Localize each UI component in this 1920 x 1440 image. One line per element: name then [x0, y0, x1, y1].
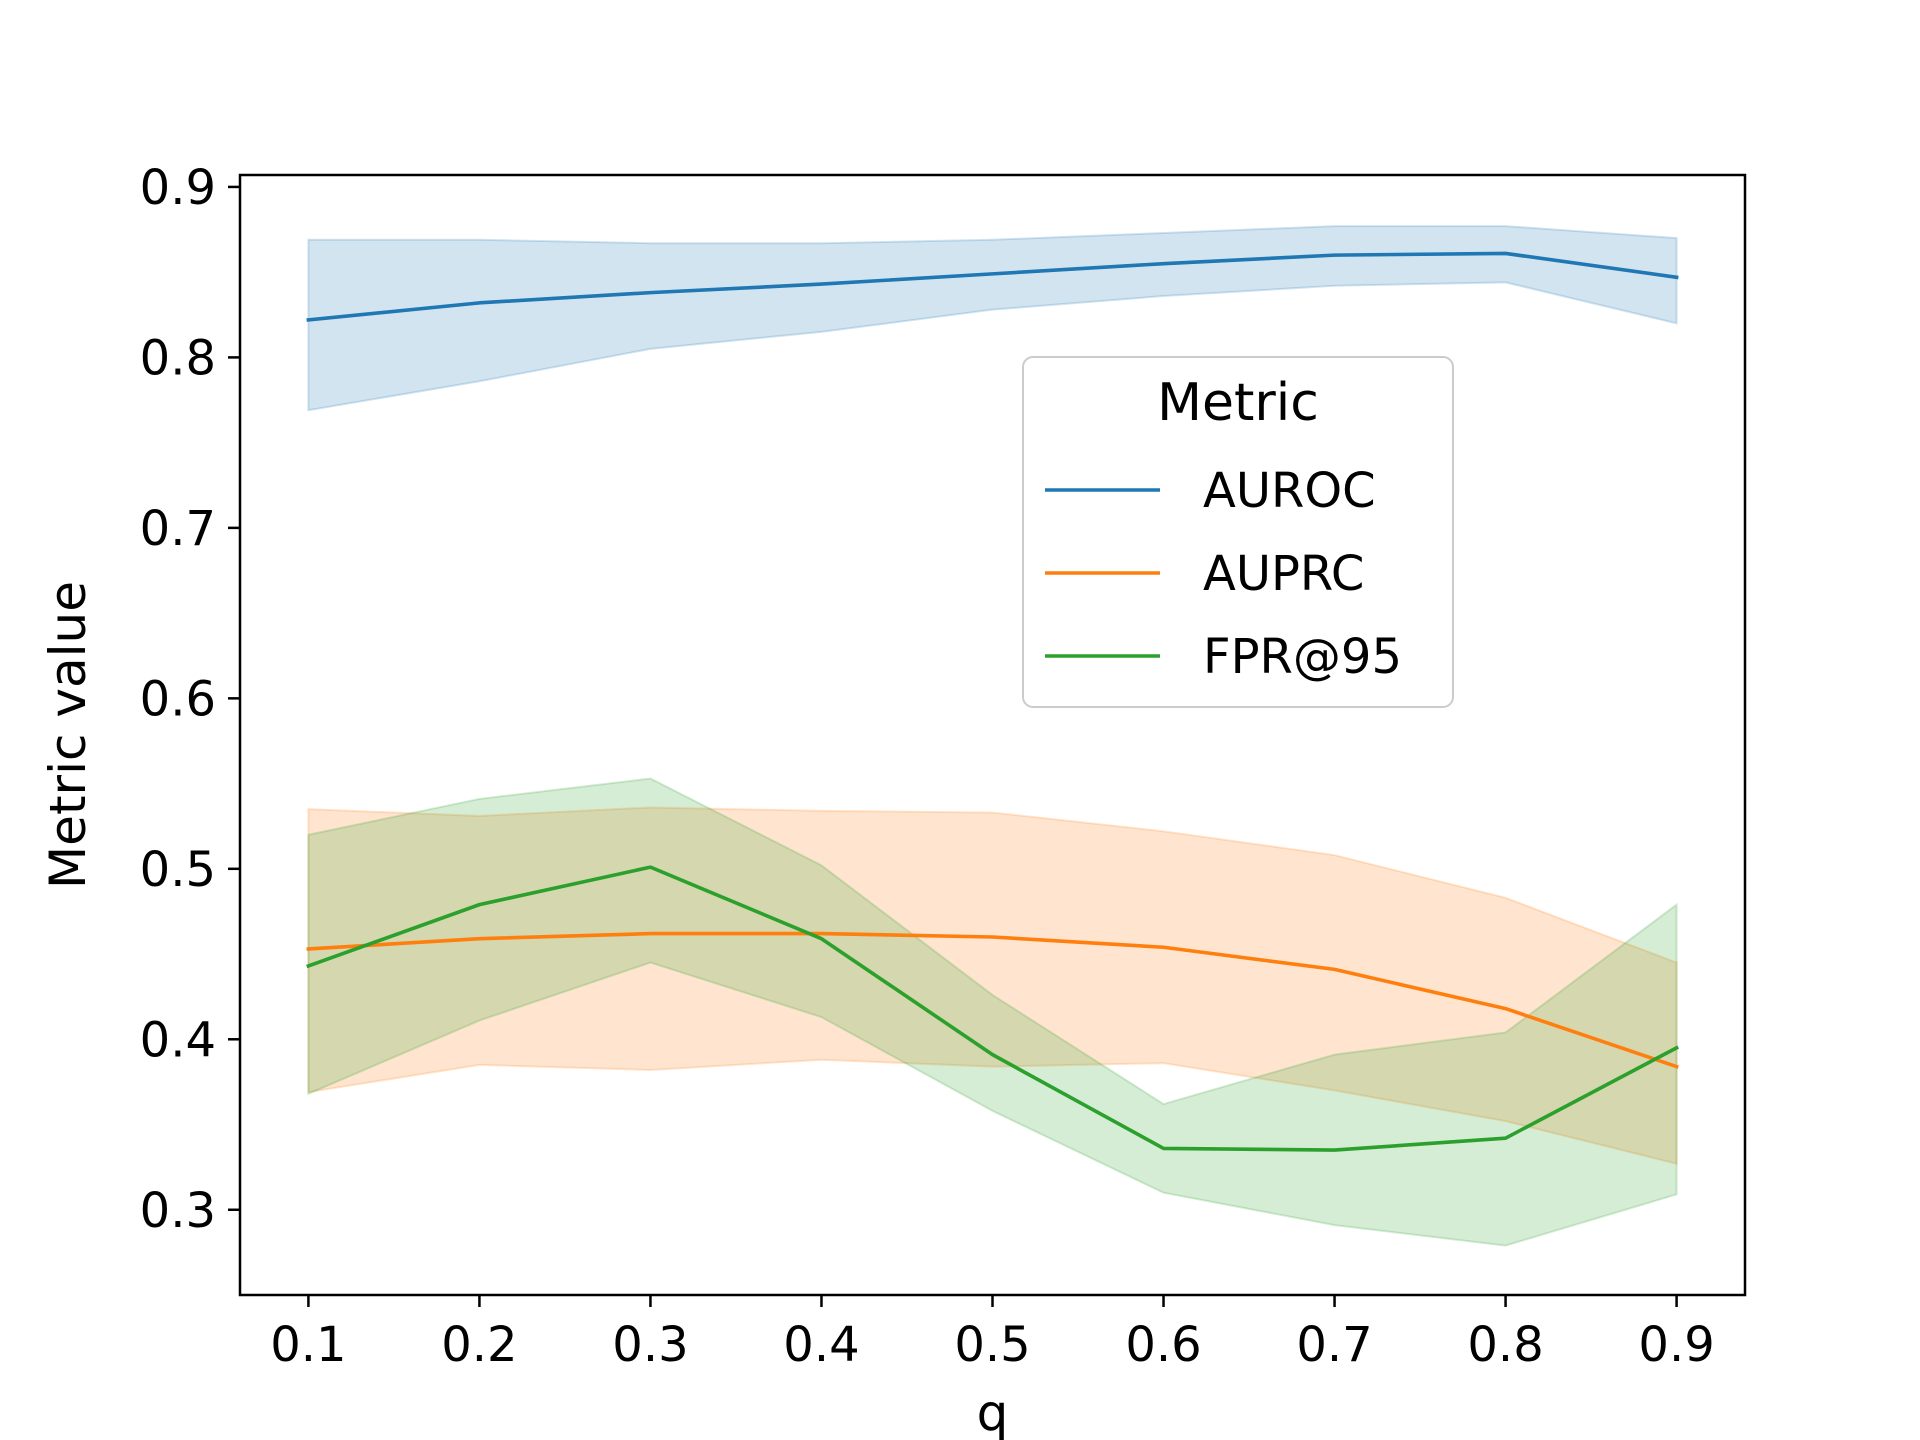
legend-box — [1022, 356, 1454, 708]
x-tick-label: 0.8 — [1467, 1317, 1543, 1373]
legend-items: AUROC AUPRC FPR@95 — [1045, 463, 1402, 685]
x-axis: 0.1 0.2 0.3 0.4 0.5 0.6 0.7 0.8 0.9 — [270, 1295, 1715, 1373]
x-tick-label: 0.6 — [1125, 1317, 1201, 1373]
x-axis-label: q — [977, 1384, 1009, 1440]
band-auprc — [307, 806, 1678, 1166]
x-tick-label: 0.1 — [270, 1317, 346, 1373]
y-tick-label: 0.3 — [140, 1183, 216, 1239]
x-tick-label: 0.9 — [1638, 1317, 1714, 1373]
x-tick-label: 0.3 — [612, 1317, 688, 1373]
legend-label-fpr-95: FPR@95 — [1203, 629, 1402, 685]
y-tick-label: 0.9 — [140, 160, 216, 216]
legend: Metric AUROC AUPRC FPR@95 — [1022, 356, 1454, 708]
y-tick-label: 0.6 — [140, 671, 216, 727]
legend-label-auprc: AUPRC — [1203, 546, 1364, 602]
confidence-bands — [307, 225, 1678, 1247]
x-tick-label: 0.4 — [783, 1317, 859, 1373]
legend-label-auroc: AUROC — [1203, 463, 1376, 519]
band-auroc — [307, 225, 1678, 412]
y-tick-label: 0.5 — [140, 842, 216, 898]
x-tick-label: 0.5 — [954, 1317, 1030, 1373]
y-axis-label: Metric value — [39, 581, 97, 889]
y-tick-label: 0.8 — [140, 330, 216, 386]
x-tick-label: 0.2 — [441, 1317, 517, 1373]
line-fpr-95 — [306, 865, 1680, 1152]
series-lines — [306, 251, 1680, 1152]
y-axis: 0.3 0.4 0.5 0.6 0.7 0.8 0.9 — [140, 160, 240, 1239]
y-tick-label: 0.4 — [140, 1012, 216, 1068]
line-auprc — [306, 931, 1679, 1069]
y-tick-label: 0.7 — [140, 501, 216, 557]
band-fpr-95 — [307, 777, 1678, 1247]
x-tick-label: 0.7 — [1296, 1317, 1372, 1373]
legend-title: Metric — [1157, 373, 1319, 433]
line-auroc — [306, 251, 1679, 322]
